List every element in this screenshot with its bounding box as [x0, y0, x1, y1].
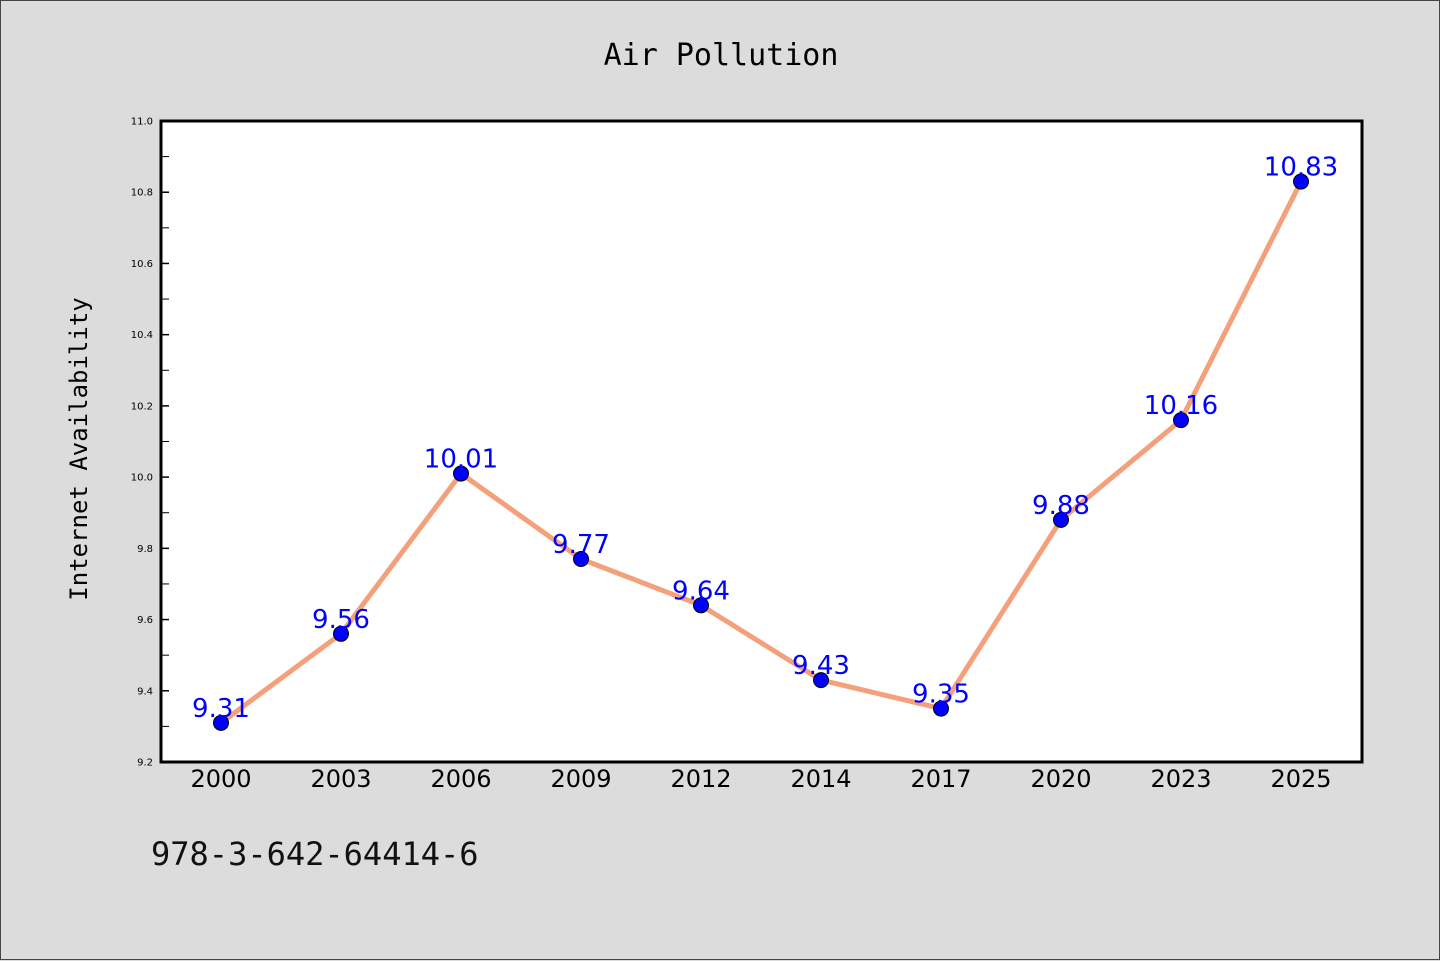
data-label: 9.31 [192, 694, 250, 724]
data-label: 10.16 [1144, 391, 1218, 421]
data-point [1173, 412, 1189, 429]
data-point [333, 625, 349, 642]
series-line [218, 179, 1304, 726]
y-tick-label: 10.6 [131, 259, 153, 270]
data-labels: 9.31 9.56 10.01 9.77 9.64 9.43 9.35 9.88 10.16 10… [192, 153, 1338, 724]
x-tick-label: 2014 [790, 765, 851, 793]
y-tick-label: 10.0 [131, 473, 153, 484]
y-axis: 9.2 9.4 9.6 9.8 10.0 10.2 10.4 10.6 10.8 11.0 [131, 117, 169, 769]
x-tick-label: 2000 [190, 765, 251, 793]
x-tick-label: 2020 [1030, 765, 1091, 793]
data-point [693, 597, 709, 614]
data-label: 9.43 [792, 651, 850, 681]
y-tick-label: 10.8 [131, 188, 153, 199]
data-label: 10.01 [424, 445, 498, 475]
y-tick-label: 10.4 [131, 330, 153, 341]
plot-area [159, 119, 1364, 764]
data-label: 9.64 [672, 576, 730, 606]
y-tick-label: 10.2 [131, 401, 153, 412]
data-label: 10.83 [1264, 153, 1338, 183]
chart-title: Air Pollution [604, 38, 839, 73]
y-tick-label: 9.6 [137, 615, 153, 626]
data-point [1293, 173, 1309, 190]
data-label: 9.35 [912, 680, 970, 710]
y-tick-label: 9.2 [137, 758, 153, 769]
footer-identifier: 978-3-642-64414-6 [151, 835, 479, 873]
data-point [573, 551, 589, 568]
x-tick-label: 2025 [1270, 765, 1331, 793]
x-tick-label: 2012 [670, 765, 731, 793]
x-tick-label: 2023 [1150, 765, 1211, 793]
series-markers [213, 173, 1309, 731]
y-tick-label: 9.8 [137, 544, 153, 555]
x-tick-label: 2003 [310, 765, 371, 793]
data-label: 9.56 [312, 605, 370, 635]
data-point [1053, 511, 1069, 528]
data-label: 9.88 [1032, 491, 1090, 521]
data-point [213, 714, 229, 731]
y-axis-label: Internet Availability [65, 297, 93, 600]
data-label: 9.77 [552, 530, 610, 560]
data-point [933, 700, 949, 717]
data-point [453, 465, 469, 482]
y-tick-label: 9.4 [137, 686, 153, 697]
data-point [813, 672, 829, 689]
y-tick-label: 11.0 [131, 117, 153, 128]
x-tick-label: 2017 [910, 765, 971, 793]
x-tick-label: 2009 [550, 765, 611, 793]
x-tick-label: 2006 [430, 765, 491, 793]
x-axis: 2000 2003 2006 2009 2012 2014 2017 2020 2023 2025 [190, 765, 1331, 793]
